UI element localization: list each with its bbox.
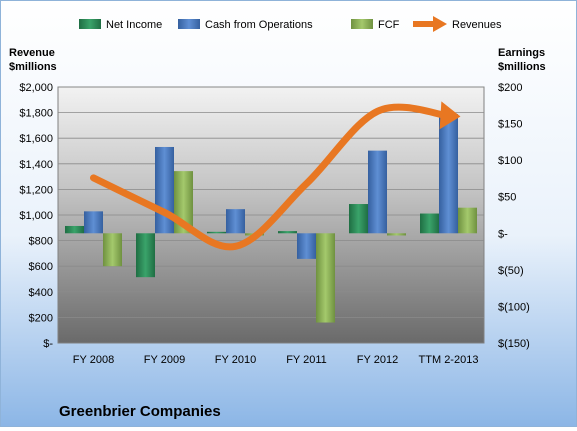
right-tick-label: $50 — [498, 192, 516, 204]
right-tick-label: $(50) — [498, 265, 524, 277]
legend-label-fcf: FCF — [378, 19, 400, 31]
bar-fcf — [458, 207, 477, 234]
revenue-line — [90, 103, 452, 251]
left-tick-label: $1,000 — [19, 210, 53, 222]
category-label: FY 2011 — [286, 354, 327, 366]
revenue-line-arrowhead — [439, 101, 461, 130]
legend: Net Income Cash from Operations FCF Revenue… — [79, 16, 502, 32]
legend-swatch-arrowhead — [433, 16, 447, 32]
category-label: TTM 2-2013 — [419, 354, 479, 366]
bar-net-income — [65, 225, 84, 234]
left-tick-label: $1,400 — [19, 159, 53, 171]
left-axis-title-line1: Revenue — [9, 47, 55, 59]
left-tick-label: $1,800 — [19, 108, 53, 120]
left-tick-label: $600 — [29, 261, 53, 273]
category-label: FY 2010 — [215, 354, 256, 366]
right-axis-title-line1: Earnings — [498, 47, 545, 59]
revenue-line-layer — [90, 101, 461, 251]
gridlines — [58, 86, 484, 318]
right-tick-label: $100 — [498, 155, 522, 167]
chart-title: Greenbrier Companies — [59, 403, 221, 420]
bar-cash-from-operations — [155, 146, 174, 234]
left-axis-ticks: $- $200 $400 $600 $800 $1,000 $1,200 $1,400 $1,6… — [19, 82, 53, 350]
bar-fcf — [316, 233, 335, 323]
left-tick-label: $400 — [29, 287, 53, 299]
bar-net-income — [136, 233, 155, 278]
left-tick-label: $1,600 — [19, 133, 53, 145]
left-tick-label: $2,000 — [19, 82, 53, 94]
bar-net-income — [278, 231, 297, 234]
category-label: FY 2009 — [144, 354, 185, 366]
bar-fcf — [103, 233, 122, 267]
category-label: FY 2012 — [357, 354, 398, 366]
bar-cash-from-operations — [368, 150, 387, 234]
left-tick-label: $1,200 — [19, 184, 53, 196]
right-tick-label: $(100) — [498, 301, 530, 313]
right-tick-label: $200 — [498, 82, 522, 94]
left-tick-label: $- — [43, 338, 53, 350]
bar-cash-from-operations — [297, 233, 316, 259]
bar-net-income — [349, 204, 368, 234]
right-axis-ticks: $(150) $(100) $(50) $- $50 $100 $150 $200 — [498, 82, 530, 350]
bar-cash-from-operations — [84, 211, 103, 234]
right-tick-label: $150 — [498, 119, 522, 131]
bar-cash-from-operations — [226, 209, 245, 234]
right-tick-label: $- — [498, 228, 508, 240]
legend-swatch-net-income — [79, 19, 101, 29]
category-labels: FY 2008 FY 2009 FY 2010 FY 2011 FY 2012 TTM 2… — [73, 354, 479, 366]
left-tick-label: $200 — [29, 312, 53, 324]
legend-swatch-fcf — [351, 19, 373, 29]
category-label: FY 2008 — [73, 354, 114, 366]
bar-cash-from-operations — [439, 114, 458, 234]
left-tick-label: $800 — [29, 236, 53, 248]
right-tick-label: $(150) — [498, 338, 530, 350]
bar-net-income — [207, 231, 226, 234]
legend-swatch-cash-from-operations — [178, 19, 200, 29]
bar-fcf — [387, 233, 406, 236]
left-axis-title-line2: $millions — [9, 61, 57, 73]
legend-label-revenues: Revenues — [452, 19, 502, 31]
legend-label-net-income: Net Income — [106, 19, 162, 31]
legend-label-cash-from-operations: Cash from Operations — [205, 19, 313, 31]
right-axis-title-line2: $millions — [498, 61, 546, 73]
bar-net-income — [420, 213, 439, 234]
